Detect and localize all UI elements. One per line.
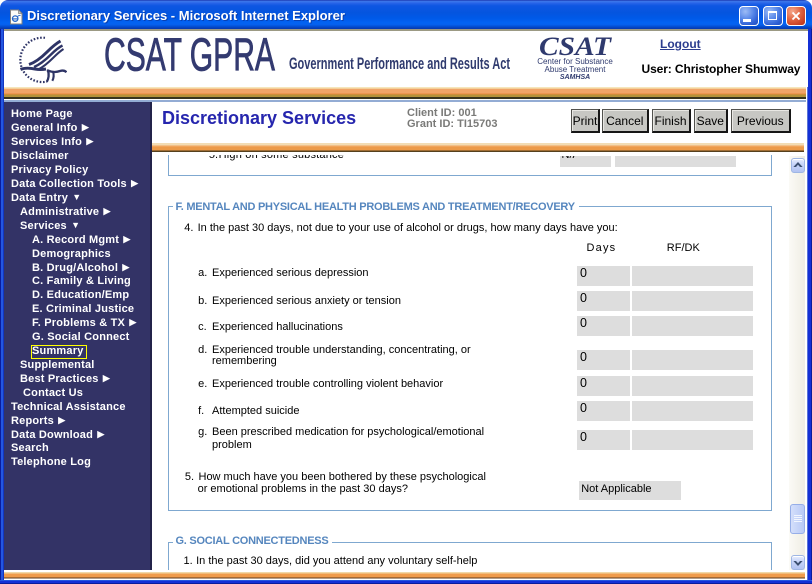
svg-text:SAMHSA: SAMHSA	[560, 74, 590, 81]
svg-text:Government Performance and Res: Government Performance and Results Act	[289, 54, 510, 73]
svg-text:Abuse Treatment: Abuse Treatment	[545, 65, 607, 74]
svg-text:Center for Substance: Center for Substance	[537, 57, 613, 66]
svg-text:CSAT: CSAT	[539, 32, 612, 61]
svg-text:CSAT GPRA: CSAT GPRA	[104, 29, 275, 81]
